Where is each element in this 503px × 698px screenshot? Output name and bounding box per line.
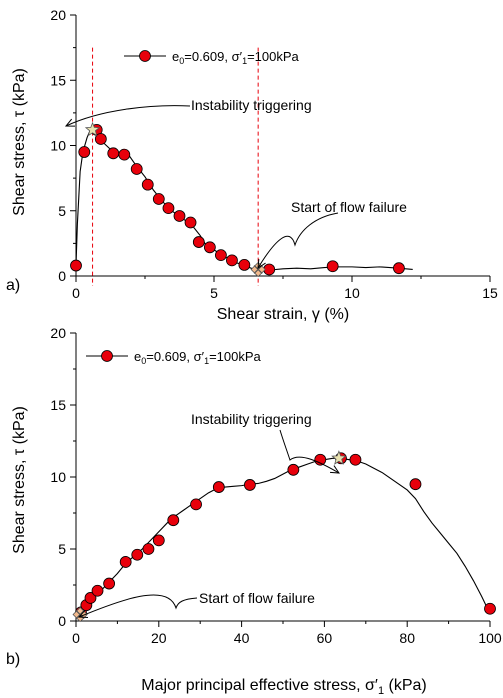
panel-a-data-points (70, 121, 405, 278)
x-tick-label: 5 (210, 285, 218, 301)
data-point (91, 584, 104, 597)
instability-arrow (65, 105, 191, 127)
panel-b-legend: e0=0.609, σ′1=100kPa (86, 349, 262, 366)
data-point (162, 202, 175, 215)
panel-a-annotation-flow-failure: Start of flow failure (291, 199, 407, 215)
data-point (203, 241, 216, 254)
y-tick-label: 15 (50, 397, 66, 413)
data-point (94, 133, 107, 145)
panel-a-annotation-instability: Instability triggering (191, 97, 312, 113)
x-tick-label: 10 (344, 285, 360, 301)
flow-failure-marker-cross (253, 265, 263, 274)
panel-b-annotation-instability: Instability triggering (191, 411, 312, 427)
chart-panel-a: 0 5 10 15 0 5 10 15 20 Instability triggering St… (6, 7, 498, 323)
data-point (214, 249, 227, 262)
data-point (152, 534, 165, 547)
y-tick-label: 0 (58, 268, 66, 284)
flow-failure-arrow (78, 594, 198, 618)
panel-a-xlabel: Shear strain, γ (%) (217, 306, 349, 323)
x-tick-label: 100 (478, 630, 502, 646)
data-point (78, 146, 91, 158)
panel-b-letter: b) (6, 651, 20, 668)
instability-arrow (279, 429, 340, 474)
data-point (131, 548, 144, 561)
data-point (152, 193, 165, 205)
data-point (167, 514, 180, 527)
chart-panel-b: 0 20 40 60 80 100 0 5 10 15 20 Instability trigger… (6, 325, 502, 697)
y-tick-label: 5 (58, 541, 66, 557)
flow-failure-arrow (257, 212, 339, 269)
data-point (118, 148, 131, 161)
flow-failure-arrow-head (257, 258, 266, 269)
data-point (107, 147, 120, 160)
data-point (484, 602, 496, 615)
panel-a-letter: a) (6, 277, 20, 294)
panel-a-annotations (64, 105, 339, 269)
x-tick-label: 60 (317, 630, 333, 646)
instability-star-marker (331, 450, 347, 465)
data-point (393, 262, 405, 275)
panel-b-annotations (77, 429, 340, 619)
instability-arrow-head (64, 118, 76, 127)
data-point (141, 178, 154, 191)
y-tick-label: 0 (58, 613, 66, 629)
data-point (243, 479, 256, 491)
y-tick-label: 10 (50, 138, 66, 154)
flow-failure-arrow-head (77, 609, 89, 619)
panel-b-axes: 0 20 40 60 80 100 0 5 10 15 20 (50, 325, 501, 646)
data-point (119, 556, 132, 568)
x-tick-label: 80 (399, 630, 415, 646)
instability-arrow-head (329, 465, 340, 474)
data-point (349, 453, 362, 466)
instability-star-marker (84, 121, 101, 137)
data-point (103, 577, 116, 590)
data-point (238, 259, 251, 271)
x-tick-label: 0 (72, 285, 80, 301)
panel-b-ylabel: Shear stress, τ (kPa) (11, 406, 28, 554)
x-tick-label: 0 (72, 630, 80, 646)
data-point (190, 498, 202, 511)
panel-a-legend: e0=0.609, σ′1=100kPa (124, 49, 300, 66)
data-point (184, 216, 197, 229)
y-tick-label: 15 (50, 72, 66, 88)
data-point (192, 236, 205, 248)
x-tick-label: 20 (151, 630, 167, 646)
data-point (409, 478, 422, 491)
x-tick-label: 40 (234, 630, 250, 646)
legend-entry: e0=0.609, σ′1=100kPa (134, 349, 262, 366)
panel-a-ylabel: Shear stress, τ (kPa) (11, 68, 28, 216)
panel-b-data-points (72, 450, 496, 623)
y-tick-label: 5 (58, 203, 66, 219)
data-point (84, 592, 97, 604)
panel-b-annotation-flow-failure: Start of flow failure (199, 590, 315, 606)
panel-a-axes: 0 5 10 15 0 5 10 15 20 (50, 7, 498, 301)
data-point (142, 543, 155, 555)
data-point (130, 163, 143, 175)
legend-marker (139, 50, 151, 62)
data-point (173, 210, 186, 222)
data-point (287, 463, 300, 476)
data-point (226, 254, 238, 267)
x-tick-label: 15 (482, 285, 498, 301)
y-tick-label: 10 (50, 469, 66, 485)
data-point (326, 260, 339, 273)
data-point (212, 481, 225, 493)
y-tick-label: 20 (50, 7, 66, 23)
legend-marker (101, 350, 113, 362)
panel-a-reference-lines (92, 47, 259, 286)
data-point (70, 259, 82, 272)
data-point (314, 453, 327, 466)
panel-b-xlabel: Major principal effective stress, σ′1 (k… (141, 677, 426, 697)
y-tick-label: 20 (50, 325, 66, 341)
legend-entry: e0=0.609, σ′1=100kPa (172, 49, 300, 66)
